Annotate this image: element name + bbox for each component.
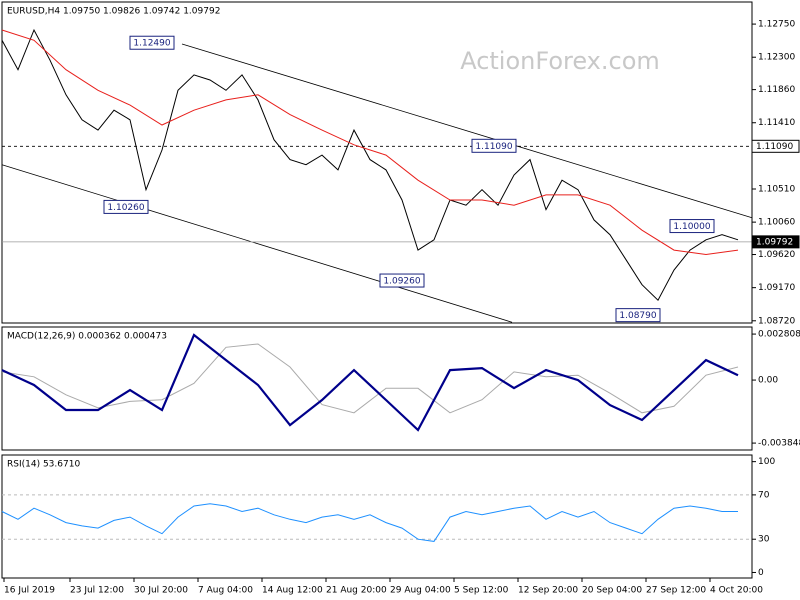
annotation-box xyxy=(379,273,425,288)
panel-frame xyxy=(1,1,753,324)
channel-line xyxy=(1,164,513,323)
x-tick-label: 23 Jul 12:00 xyxy=(70,586,124,596)
y-tick-label: 30 xyxy=(758,535,770,545)
y-tick-label: 1.12300 xyxy=(758,53,795,63)
y-tick-label: 70 xyxy=(758,490,770,500)
channel-line xyxy=(181,43,753,219)
annotation: 1.09260 xyxy=(383,277,420,287)
panel-frame xyxy=(1,326,753,451)
price-marker-label: 1.09792 xyxy=(756,237,793,247)
annotation: 1.10260 xyxy=(107,203,144,213)
x-tick-label: 5 Sep 12:00 xyxy=(454,586,509,596)
annotation: 1.11090 xyxy=(475,142,512,152)
y-tick-label: 1.09620 xyxy=(758,250,795,260)
annotation-box xyxy=(103,199,149,214)
y-tick-label: 1.08720 xyxy=(758,316,795,326)
x-tick-label: 14 Aug 12:00 xyxy=(262,586,323,596)
series-line xyxy=(1,29,739,256)
x-tick-label: 27 Sep 12:00 xyxy=(646,586,706,596)
panel-title: RSI(14) 53.6710 xyxy=(7,460,80,470)
annotation: 1.12490 xyxy=(133,39,170,49)
y-tick-label: 0 xyxy=(758,568,764,578)
annotation: 1.08790 xyxy=(619,311,656,321)
panel-title: MACD(12,26,9) 0.000362 0.000473 xyxy=(7,332,167,342)
x-tick-label: 20 Sep 04:00 xyxy=(582,586,642,596)
panel-title: EURUSD,H4 1.09750 1.09826 1.09742 1.0979… xyxy=(7,7,220,17)
y-tick-label: -0.003848 xyxy=(758,439,800,449)
y-tick-label: 1.11860 xyxy=(758,85,795,95)
series-line xyxy=(1,343,739,414)
y-tick-label: 1.10510 xyxy=(758,185,795,195)
x-tick-label: 29 Aug 04:00 xyxy=(390,586,451,596)
x-tick-label: 16 Jul 2019 xyxy=(4,586,55,596)
x-tick-label: 12 Sep 20:00 xyxy=(518,586,578,596)
x-tick-label: 21 Aug 20:00 xyxy=(326,586,387,596)
y-tick-label: 1.12750 xyxy=(758,20,795,30)
series-line xyxy=(1,503,738,542)
y-tick-label: 100 xyxy=(758,457,775,467)
panel-frame xyxy=(1,454,753,579)
annotation-box xyxy=(615,308,661,323)
watermark: ActionForex.com xyxy=(460,47,660,75)
annotation: 1.10000 xyxy=(673,222,710,232)
x-tick-label: 4 Oct 20:00 xyxy=(710,586,763,596)
y-tick-label: 1.11410 xyxy=(758,118,795,128)
x-tick-label: 7 Aug 04:00 xyxy=(198,586,253,596)
x-tick-label: 30 Jul 20:00 xyxy=(134,586,188,596)
annotation-box xyxy=(129,35,175,50)
price-marker xyxy=(751,139,800,153)
price-marker-label: 1.11090 xyxy=(756,142,793,152)
y-tick-label: 0.002808 xyxy=(758,330,800,340)
annotation-box xyxy=(471,138,517,153)
price-marker xyxy=(751,235,800,249)
y-tick-label: 1.10060 xyxy=(758,218,795,228)
y-tick-label: 0.00 xyxy=(758,376,778,386)
y-tick-label: 1.09170 xyxy=(758,283,795,293)
series-line xyxy=(1,28,739,302)
series-line xyxy=(1,333,739,432)
annotation-box xyxy=(669,219,715,234)
